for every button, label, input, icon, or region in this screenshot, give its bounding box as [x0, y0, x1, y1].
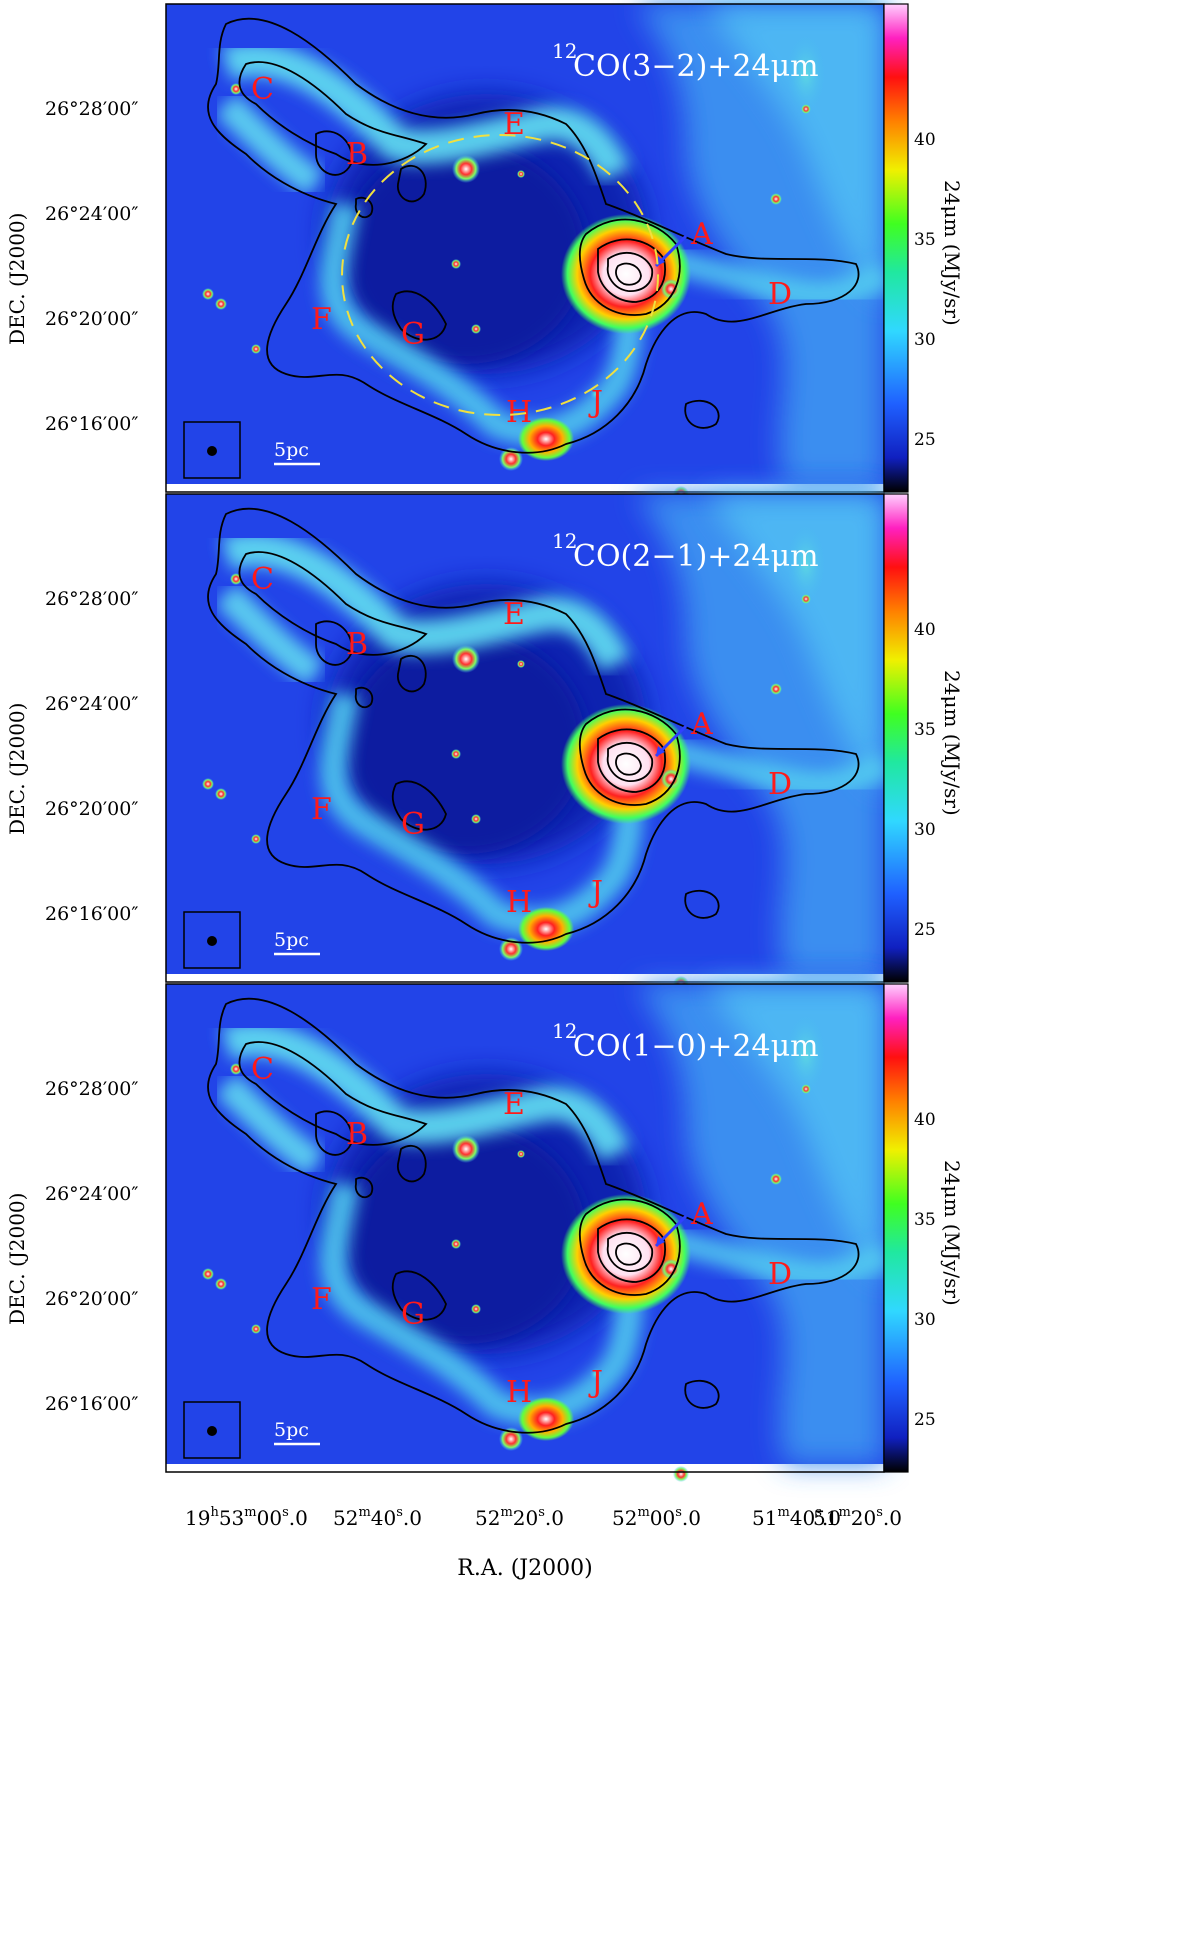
xtick-3: 52m00s.0: [612, 1505, 701, 1530]
p3-cbar-tick-3: 25: [914, 1410, 936, 1430]
p2-cbar-label: 24μm (MJy/sr): [940, 670, 964, 816]
p2-cbar-tick-2: 30: [914, 820, 936, 840]
xtick-2: 52m20s.0: [475, 1505, 564, 1530]
p1-cbar-tick-3: 25: [914, 430, 936, 450]
xtick-0: 19h53m00s.0: [185, 1505, 308, 1530]
shell-ellipse: [341, 134, 659, 416]
p1-ytick-0: 26°28′00″: [45, 98, 138, 120]
p3-cbar-tick-2: 30: [914, 1310, 936, 1330]
p1-cbar-tick-2: 30: [914, 330, 936, 350]
panel3-scale-label: 5pc: [274, 1419, 309, 1441]
p2-ylabel: DEC. (J2000): [5, 703, 29, 835]
p2-ytick-0: 26°28′00″: [45, 588, 138, 610]
panel2-scale-label: 5pc: [274, 929, 309, 951]
xlabel: R.A. (J2000): [457, 1556, 592, 1581]
p3-cbar-label: 24μm (MJy/sr): [940, 1160, 964, 1306]
p1-cbar-tick-0: 40: [914, 130, 936, 150]
p3-ylabel: DEC. (J2000): [5, 1193, 29, 1325]
panel1-title: CO(3−2)+24μm: [573, 49, 819, 84]
p1-cbar-tick-1: 35: [914, 230, 936, 250]
p1-ytick-2: 26°20′00″: [45, 308, 138, 330]
p3-ytick-3: 26°16′00″: [45, 1393, 138, 1415]
panel3-title: CO(1−0)+24μm: [573, 1029, 819, 1064]
p2-cbar-tick-0: 40: [914, 620, 936, 640]
panel3-title-sup: 12: [552, 1019, 577, 1043]
panel1-title-sup: 12: [552, 39, 577, 63]
p1-ytick-3: 26°16′00″: [45, 413, 138, 435]
p2-ytick-1: 26°24′00″: [45, 693, 138, 715]
p3-ytick-2: 26°20′00″: [45, 1288, 138, 1310]
xtick-1: 52m40s.0: [333, 1505, 422, 1530]
panel2-title: CO(2−1)+24μm: [573, 539, 819, 574]
p2-cbar-tick-1: 35: [914, 720, 936, 740]
xtick-5: 51m20s.0: [813, 1505, 902, 1530]
p2-cbar-tick-3: 25: [914, 920, 936, 940]
p2-ytick-2: 26°20′00″: [45, 798, 138, 820]
p1-ylabel: DEC. (J2000): [5, 213, 29, 345]
p1-cbar-label: 24μm (MJy/sr): [940, 180, 964, 326]
xtick-4: 51m40s.0: [752, 1505, 841, 1530]
p2-ytick-3: 26°16′00″: [45, 903, 138, 925]
p3-ytick-0: 26°28′00″: [45, 1078, 138, 1100]
p3-cbar-tick-1: 35: [914, 1210, 936, 1230]
panel2-title-sup: 12: [552, 529, 577, 553]
p3-cbar-tick-0: 40: [914, 1110, 936, 1130]
p1-ytick-1: 26°24′00″: [45, 203, 138, 225]
colorbars: [883, 3, 909, 1473]
p3-ytick-1: 26°24′00″: [45, 1183, 138, 1205]
panel1-scale-label: 5pc: [274, 439, 309, 461]
